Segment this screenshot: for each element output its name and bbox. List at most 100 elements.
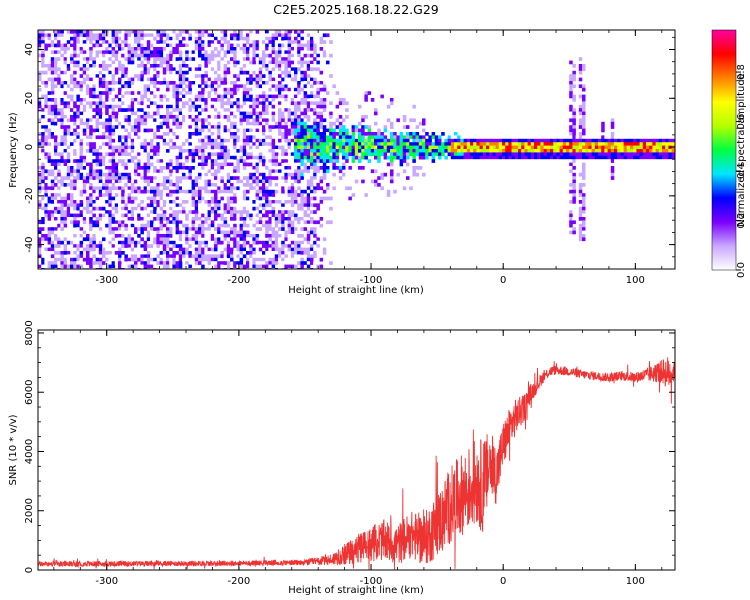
heatmap-cell [178,98,183,102]
heatmap-cell [47,70,52,75]
heatmap-cell [57,179,61,184]
heatmap-cell [329,196,333,201]
heatmap-cell [326,50,330,55]
heatmap-cell [73,206,77,211]
heatmap-cell [297,118,301,123]
heatmap-cell [114,87,119,92]
heatmap-cell [50,43,55,48]
heatmap-cell [73,159,77,163]
heatmap-cell [226,240,231,245]
heatmap-cell [156,152,160,157]
heatmap-cell [102,40,106,44]
heatmap-cell [156,223,160,228]
heatmap-cell [310,172,314,177]
heatmap-cell [262,50,266,55]
heatmap-cell [300,87,304,92]
heatmap-cell [191,104,196,109]
heatmap-cell [290,60,295,65]
heatmap-cell [156,33,160,38]
heatmap-cell [137,186,141,191]
heatmap-cell [223,217,228,221]
heatmap-cell [255,220,260,225]
heatmap-cell [338,135,343,140]
heatmap-cell [172,30,176,34]
heatmap-cell [265,30,269,34]
heatmap-cell [303,64,308,68]
heatmap-cell [252,84,256,89]
heatmap-cell [319,138,324,143]
heatmap-cell [124,234,128,238]
heatmap-cell [316,115,320,119]
heatmap-cell [57,33,61,38]
heatmap-cell [233,138,237,143]
heatmap-cell [41,234,45,238]
heatmap-cell [54,196,58,201]
heatmap-cell [162,183,167,187]
heatmap-cell [156,203,160,208]
heatmap-cell [143,254,148,259]
heatmap-cell [191,84,196,89]
heatmap-cell [233,186,237,191]
heatmap-cell [246,206,250,211]
heatmap-cell [54,84,58,89]
heatmap-cell [268,101,272,106]
heatmap-cell [258,94,263,99]
heatmap-cell [268,142,272,146]
heatmap-cell [54,230,58,235]
heatmap-cell [210,244,215,248]
heatmap-cell [143,84,148,89]
heatmap-cell [111,145,116,150]
heatmap-cell [255,104,260,109]
heatmap-cell [252,142,256,146]
heatmap-cell [63,230,68,235]
heatmap-cell [98,64,103,68]
heatmap-cell [150,145,154,150]
heatmap-cell [118,30,122,34]
heatmap-cell [76,193,80,197]
heatmap-cell [82,53,87,58]
heatmap-cell [201,179,205,184]
heatmap-cell [57,220,61,225]
heatmap-cell [236,169,240,174]
heatmap-cell [271,152,276,157]
heatmap-cell [271,57,276,61]
heatmap-cell [348,186,352,191]
heatmap-cell [73,244,77,248]
heatmap-cell [137,162,141,167]
heatmap-cell [166,206,170,211]
heatmap-cell [178,213,183,218]
heatmap-cell [98,101,103,106]
heatmap-cell [82,81,87,85]
heatmap-cell [294,115,298,119]
heatmap-cell [166,33,170,38]
heatmap-cell [47,33,52,38]
heatmap-cell [124,172,128,177]
heatmap-cell [313,240,317,245]
heatmap-cell [274,234,279,238]
heatmap-cell [252,98,256,102]
heatmap-cell [150,115,154,119]
heatmap-cell [121,91,125,95]
heatmap-cell [198,36,202,41]
heatmap-cell [130,91,135,95]
heatmap-cell [278,247,282,252]
heatmap-cell [201,108,205,112]
heatmap-cell [265,189,269,194]
heatmap-cell [310,220,314,225]
heatmap-cell [156,183,160,187]
heatmap-cell [121,210,125,214]
heatmap-cell [95,220,100,225]
heatmap-cell [194,91,199,95]
heatmap-cell [118,247,122,252]
heatmap-cell [153,152,157,157]
heatmap-cell [86,91,90,95]
heatmap-cell [204,53,208,58]
heatmap-cell [354,125,359,129]
heatmap-cell [220,166,224,170]
heatmap-cell [159,162,164,167]
heatmap-cell [265,179,269,184]
heatmap-cell [233,81,237,85]
heatmap-cell [182,183,186,187]
heatmap-cell [175,145,180,150]
heatmap-cell [146,33,151,38]
